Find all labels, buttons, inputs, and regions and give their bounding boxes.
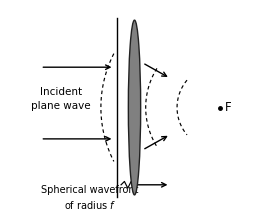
Ellipse shape (128, 20, 141, 195)
Text: Spherical wavefront
of radius $f$: Spherical wavefront of radius $f$ (41, 185, 139, 211)
Text: F: F (225, 101, 232, 114)
Text: Incident
plane wave: Incident plane wave (31, 86, 90, 111)
